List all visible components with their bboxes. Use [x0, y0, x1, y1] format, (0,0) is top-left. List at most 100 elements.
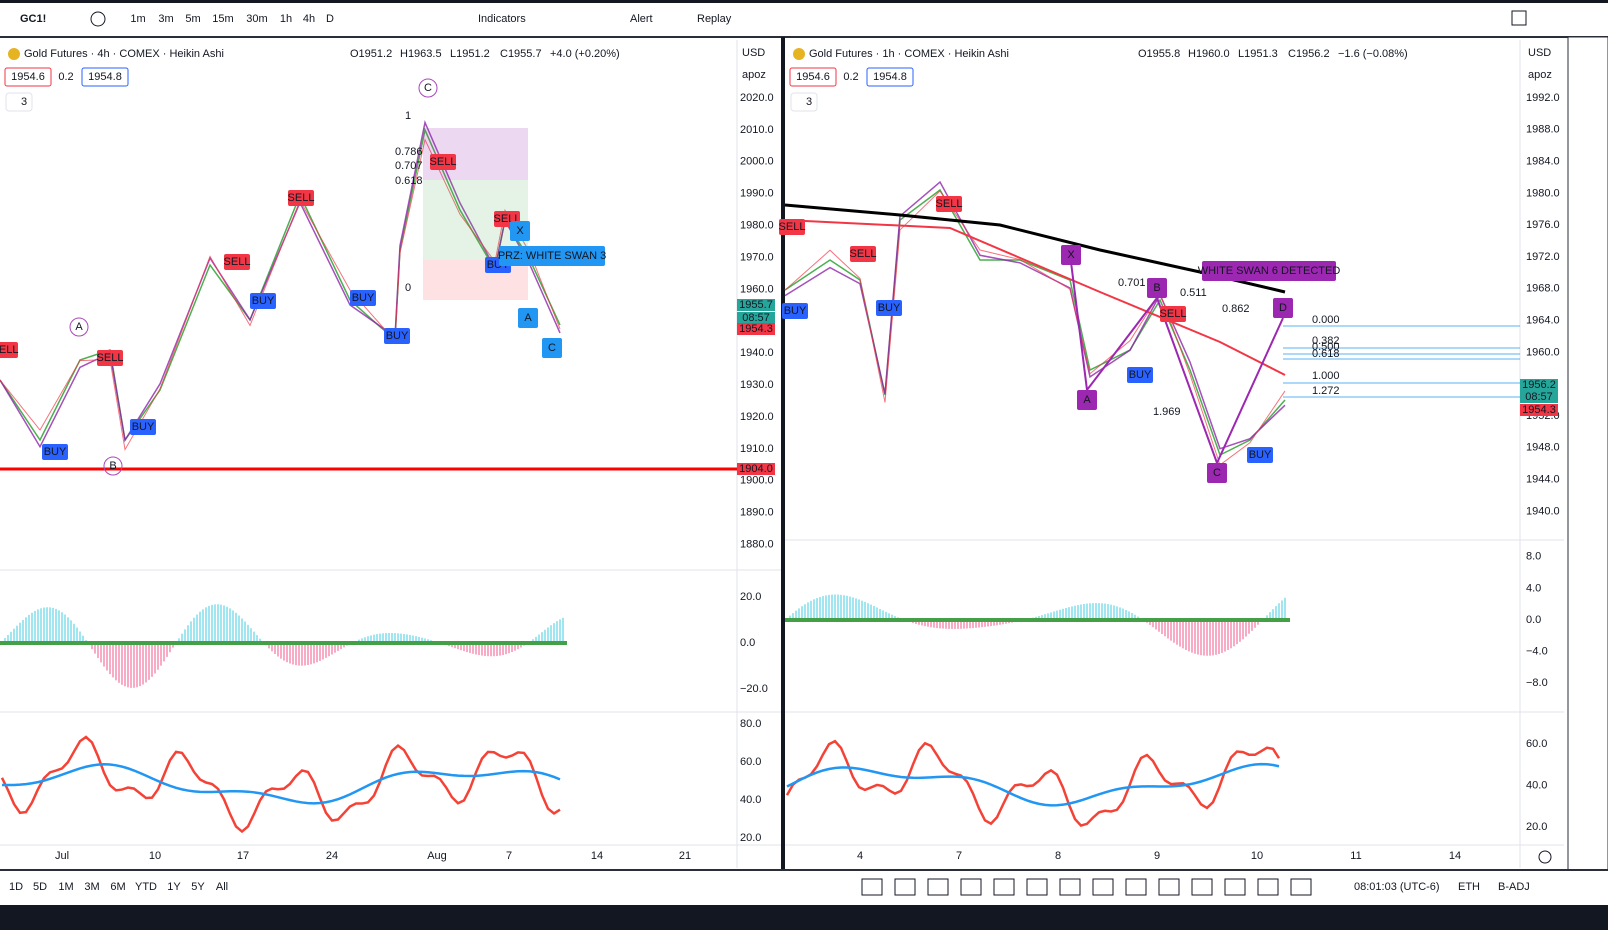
adjust-toggle[interactable]: B-ADJ — [1498, 881, 1530, 893]
symbol-logo — [793, 48, 805, 60]
range-button[interactable]: 5D — [33, 881, 47, 893]
ohlc-change: −1.6 (−0.08%) — [1338, 48, 1408, 60]
pattern-point — [518, 308, 538, 328]
pattern-ratio: 1.969 — [1153, 406, 1181, 418]
drawing-tool-icon[interactable] — [993, 878, 1015, 896]
price-tick-label: 1968.0 — [1526, 283, 1560, 295]
price-tag — [737, 299, 775, 311]
price-tick-label: 1960.0 — [740, 283, 774, 295]
interval-button[interactable]: 5m — [185, 13, 200, 25]
interval-button[interactable]: 15m — [212, 13, 233, 25]
drawing-tool-icon[interactable] — [1290, 878, 1312, 896]
pattern-ratio: 0.701 — [1118, 277, 1146, 289]
signal-label: BUY — [252, 295, 275, 307]
osc-tick-label: −20.0 — [740, 683, 768, 695]
currency[interactable]: USD — [1528, 47, 1551, 59]
signal-badge — [936, 196, 962, 212]
range-button[interactable]: 1M — [58, 881, 73, 893]
frame-bottom — [0, 905, 1608, 930]
range-button[interactable]: All — [216, 881, 228, 893]
wave-label: C — [424, 82, 432, 94]
settings-icon[interactable] — [1538, 850, 1552, 864]
interval-button[interactable]: 3m — [158, 13, 173, 25]
signal-badge — [850, 246, 876, 262]
osc-tick-label: 0.0 — [740, 637, 755, 649]
drawing-tool-icon[interactable] — [1191, 878, 1213, 896]
frame-top — [0, 0, 1608, 3]
pattern-label: B — [1153, 282, 1160, 294]
add-symbol-icon[interactable] — [90, 11, 106, 27]
drawing-tool-icon[interactable] — [1092, 878, 1114, 896]
interval-button[interactable]: 4h — [303, 13, 315, 25]
scale-mode[interactable]: apoz — [742, 69, 766, 81]
drawing-tool-icon[interactable] — [960, 878, 982, 896]
range-button[interactable]: 3M — [84, 881, 99, 893]
layout-icon[interactable] — [1511, 10, 1527, 26]
price-tag — [737, 323, 775, 335]
mid-ma — [784, 219, 1286, 376]
range-button[interactable]: 6M — [110, 881, 125, 893]
indicators-count[interactable]: 3 — [21, 96, 27, 108]
drawing-tool-icon[interactable] — [1059, 878, 1081, 896]
drawing-tool-icon[interactable] — [1026, 878, 1048, 896]
date-label: 7 — [956, 850, 962, 862]
indicators-toggle[interactable] — [790, 92, 818, 112]
pattern-label: A — [524, 312, 532, 324]
price-tick-label: 1964.0 — [1526, 315, 1560, 327]
signal-badge — [876, 300, 902, 316]
date-label: 21 — [679, 850, 691, 862]
pattern-point — [1273, 298, 1293, 318]
signal-badge — [782, 303, 808, 319]
drawing-tool-icon[interactable] — [1158, 878, 1180, 896]
price-tick-label: 1980.0 — [740, 220, 774, 232]
signal-badge — [224, 254, 250, 270]
indicators-toggle[interactable] — [5, 92, 33, 112]
range-button[interactable]: 5Y — [191, 881, 205, 893]
pattern-label: X — [1067, 249, 1075, 261]
interval-button[interactable]: 1h — [280, 13, 292, 25]
date-label: 9 — [1154, 850, 1160, 862]
alert-button[interactable]: Alert — [630, 13, 653, 25]
pattern-note: WHITE SWAN 6 DETECTED — [1198, 265, 1341, 277]
fib-level: 0.707 — [395, 160, 423, 172]
range-button[interactable]: 1D — [9, 881, 23, 893]
drawing-tool-icon[interactable] — [1125, 878, 1147, 896]
fib-level: 0 — [405, 282, 411, 294]
range-button[interactable]: 1Y — [167, 881, 181, 893]
drawing-tool-icon[interactable] — [1257, 878, 1279, 896]
indicators-count[interactable]: 3 — [806, 96, 812, 108]
rsi-tick-label: 20.0 — [740, 832, 761, 844]
currency[interactable]: USD — [742, 47, 765, 59]
range-button[interactable]: YTD — [135, 881, 157, 893]
signal-badge — [1160, 306, 1186, 322]
drawing-tool-icon[interactable] — [894, 878, 916, 896]
price-tick-label: 1980.0 — [1526, 187, 1560, 199]
ask-box — [866, 67, 914, 87]
osc-tick-label: 4.0 — [1526, 582, 1541, 594]
price-tag-label: 08:57 — [1525, 391, 1553, 403]
replay-button[interactable]: Replay — [697, 13, 732, 25]
price-tag-label: 1956.2 — [1522, 379, 1556, 391]
pattern-point — [1207, 463, 1227, 483]
interval-button[interactable]: 1m — [130, 13, 145, 25]
signal-label: SELL — [1160, 308, 1187, 320]
rsi-slow — [1, 763, 561, 805]
drawing-tool-icon[interactable] — [1224, 878, 1246, 896]
price-tick-label: 2010.0 — [740, 124, 774, 136]
chart-title: Gold Futures · 4h · COMEX · Heikin Ashi — [24, 48, 224, 60]
drawing-tool-icon[interactable] — [861, 878, 883, 896]
symbol[interactable]: GC1! — [20, 13, 46, 25]
drawing-tool-icon[interactable] — [927, 878, 949, 896]
price-tick-label: 1920.0 — [740, 411, 774, 423]
price-tick-label: 1960.0 — [1526, 346, 1560, 358]
indicators-button[interactable]: Indicators — [478, 13, 526, 25]
signal-label: BUY — [386, 330, 409, 342]
date-label: 14 — [591, 850, 603, 862]
price-tick-label: 1910.0 — [740, 443, 774, 455]
interval-button[interactable]: D — [326, 13, 334, 25]
interval-button[interactable]: 30m — [246, 13, 267, 25]
session-toggle[interactable]: ETH — [1458, 881, 1480, 893]
scale-mode[interactable]: apoz — [1528, 69, 1552, 81]
